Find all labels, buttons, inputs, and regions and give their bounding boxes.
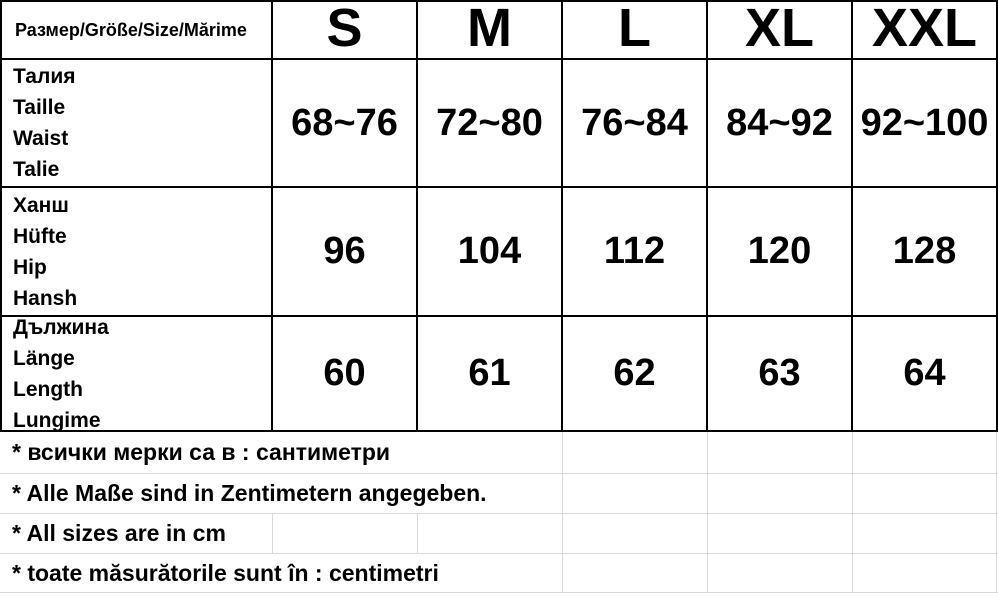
waist-value-m: 72~80 [418,60,563,188]
hip-value-xl: 120 [708,188,853,317]
hip-label-bg: Ханш [13,193,69,217]
length-value-xl: 63 [708,317,853,430]
size-header-l: L [563,2,708,60]
length-value-m: 61 [418,317,563,430]
gridline [562,432,563,473]
waist-value-xl-text: 84~92 [726,101,833,144]
gridline [707,432,708,473]
gridline [707,514,708,553]
length-value-s-text: 60 [323,352,366,394]
gridline [852,554,853,592]
waist-label-bg: Талия [13,65,76,88]
hip-value-l-text: 112 [603,230,666,272]
hip-value-xxl: 128 [853,188,996,317]
note-row: * всички мерки са в : сантиметри [0,432,998,474]
gridline [562,514,563,553]
length-label-en: Length [13,377,83,401]
gridline [852,432,853,473]
length-label-bg: Дължина [13,317,109,339]
size-table: Размер/Größe/Size/Mărime S M L XL XXL Та… [0,0,998,432]
note-romanian: * toate măsurătorile sunt în : centimetr… [0,559,439,587]
waist-value-l-text: 76~84 [581,101,688,144]
note-english: * All sizes are in cm [0,520,226,547]
hip-label-de: Hüfte [13,224,67,248]
length-value-xl-text: 63 [758,352,801,394]
hip-value-l: 112 [563,188,708,317]
waist-value-xl: 84~92 [708,60,853,188]
hip-value-xl-text: 120 [747,230,812,272]
waist-label-ro: Talie [13,158,60,181]
note-row: * toate măsurătorile sunt în : centimetr… [0,554,998,593]
size-header-xxl-label: XXL [871,2,978,58]
hip-value-s-text: 96 [323,230,366,272]
size-header-xxl: XXL [853,2,996,60]
length-value-m-text: 61 [468,352,511,394]
waist-value-xxl-text: 92~100 [860,101,989,144]
gridline [562,474,563,513]
hip-value-m-text: 104 [457,230,522,272]
gridline [852,474,853,513]
note-row: * Alle Maße sind in Zentimetern angegebe… [0,474,998,514]
gridline [417,514,418,553]
length-label-cell: Дължина Länge Length Lungime [2,317,273,430]
size-header-m: M [418,2,563,60]
length-label-ro: Lungime [13,408,101,431]
waist-label-de: Taille [13,96,66,119]
size-header-s-label: S [326,2,363,58]
gridline [852,514,853,553]
waist-label-en: Waist [13,127,69,150]
waist-value-m-text: 72~80 [436,101,543,144]
waist-value-l: 76~84 [563,60,708,188]
size-header-m-label: M [467,2,512,58]
gridline [707,474,708,513]
length-value-s: 60 [273,317,418,430]
length-label-de: Länge [13,346,75,370]
length-value-l: 62 [563,317,708,430]
length-value-l-text: 62 [613,352,656,394]
length-value-xxl-text: 64 [903,352,946,394]
hip-value-m: 104 [418,188,563,317]
hip-value-s: 96 [273,188,418,317]
waist-label-cell: Талия Taille Waist Talie [2,60,273,188]
hip-value-xxl-text: 128 [892,230,957,272]
waist-value-s-text: 68~76 [291,101,398,144]
gridline [272,514,273,553]
size-header-s: S [273,2,418,60]
length-value-xxl: 64 [853,317,996,430]
hip-label-ro: Hansh [13,286,78,310]
note-bulgarian: * всички мерки са в : сантиметри [0,439,391,466]
notes-area: * всички мерки са в : сантиметри * Alle … [0,432,998,593]
hip-label-en: Hip [13,255,47,279]
gridline [707,554,708,592]
waist-value-xxl: 92~100 [853,60,996,188]
gridline [996,474,997,513]
note-german: * Alle Maße sind in Zentimetern angegebe… [0,480,487,507]
hip-label-cell: Ханш Hüfte Hip Hansh [2,188,273,317]
note-row: * All sizes are in cm [0,514,998,554]
header-label: Размер/Größe/Size/Mărime [15,19,247,40]
gridline [996,554,997,592]
size-header-l-label: L [618,2,651,58]
gridline [562,554,563,592]
gridline [996,514,997,553]
gridline [996,432,997,473]
size-header-xl-label: XL [744,2,814,58]
header-label-cell: Размер/Größe/Size/Mărime [2,2,273,60]
size-header-xl: XL [708,2,853,60]
waist-value-s: 68~76 [273,60,418,188]
